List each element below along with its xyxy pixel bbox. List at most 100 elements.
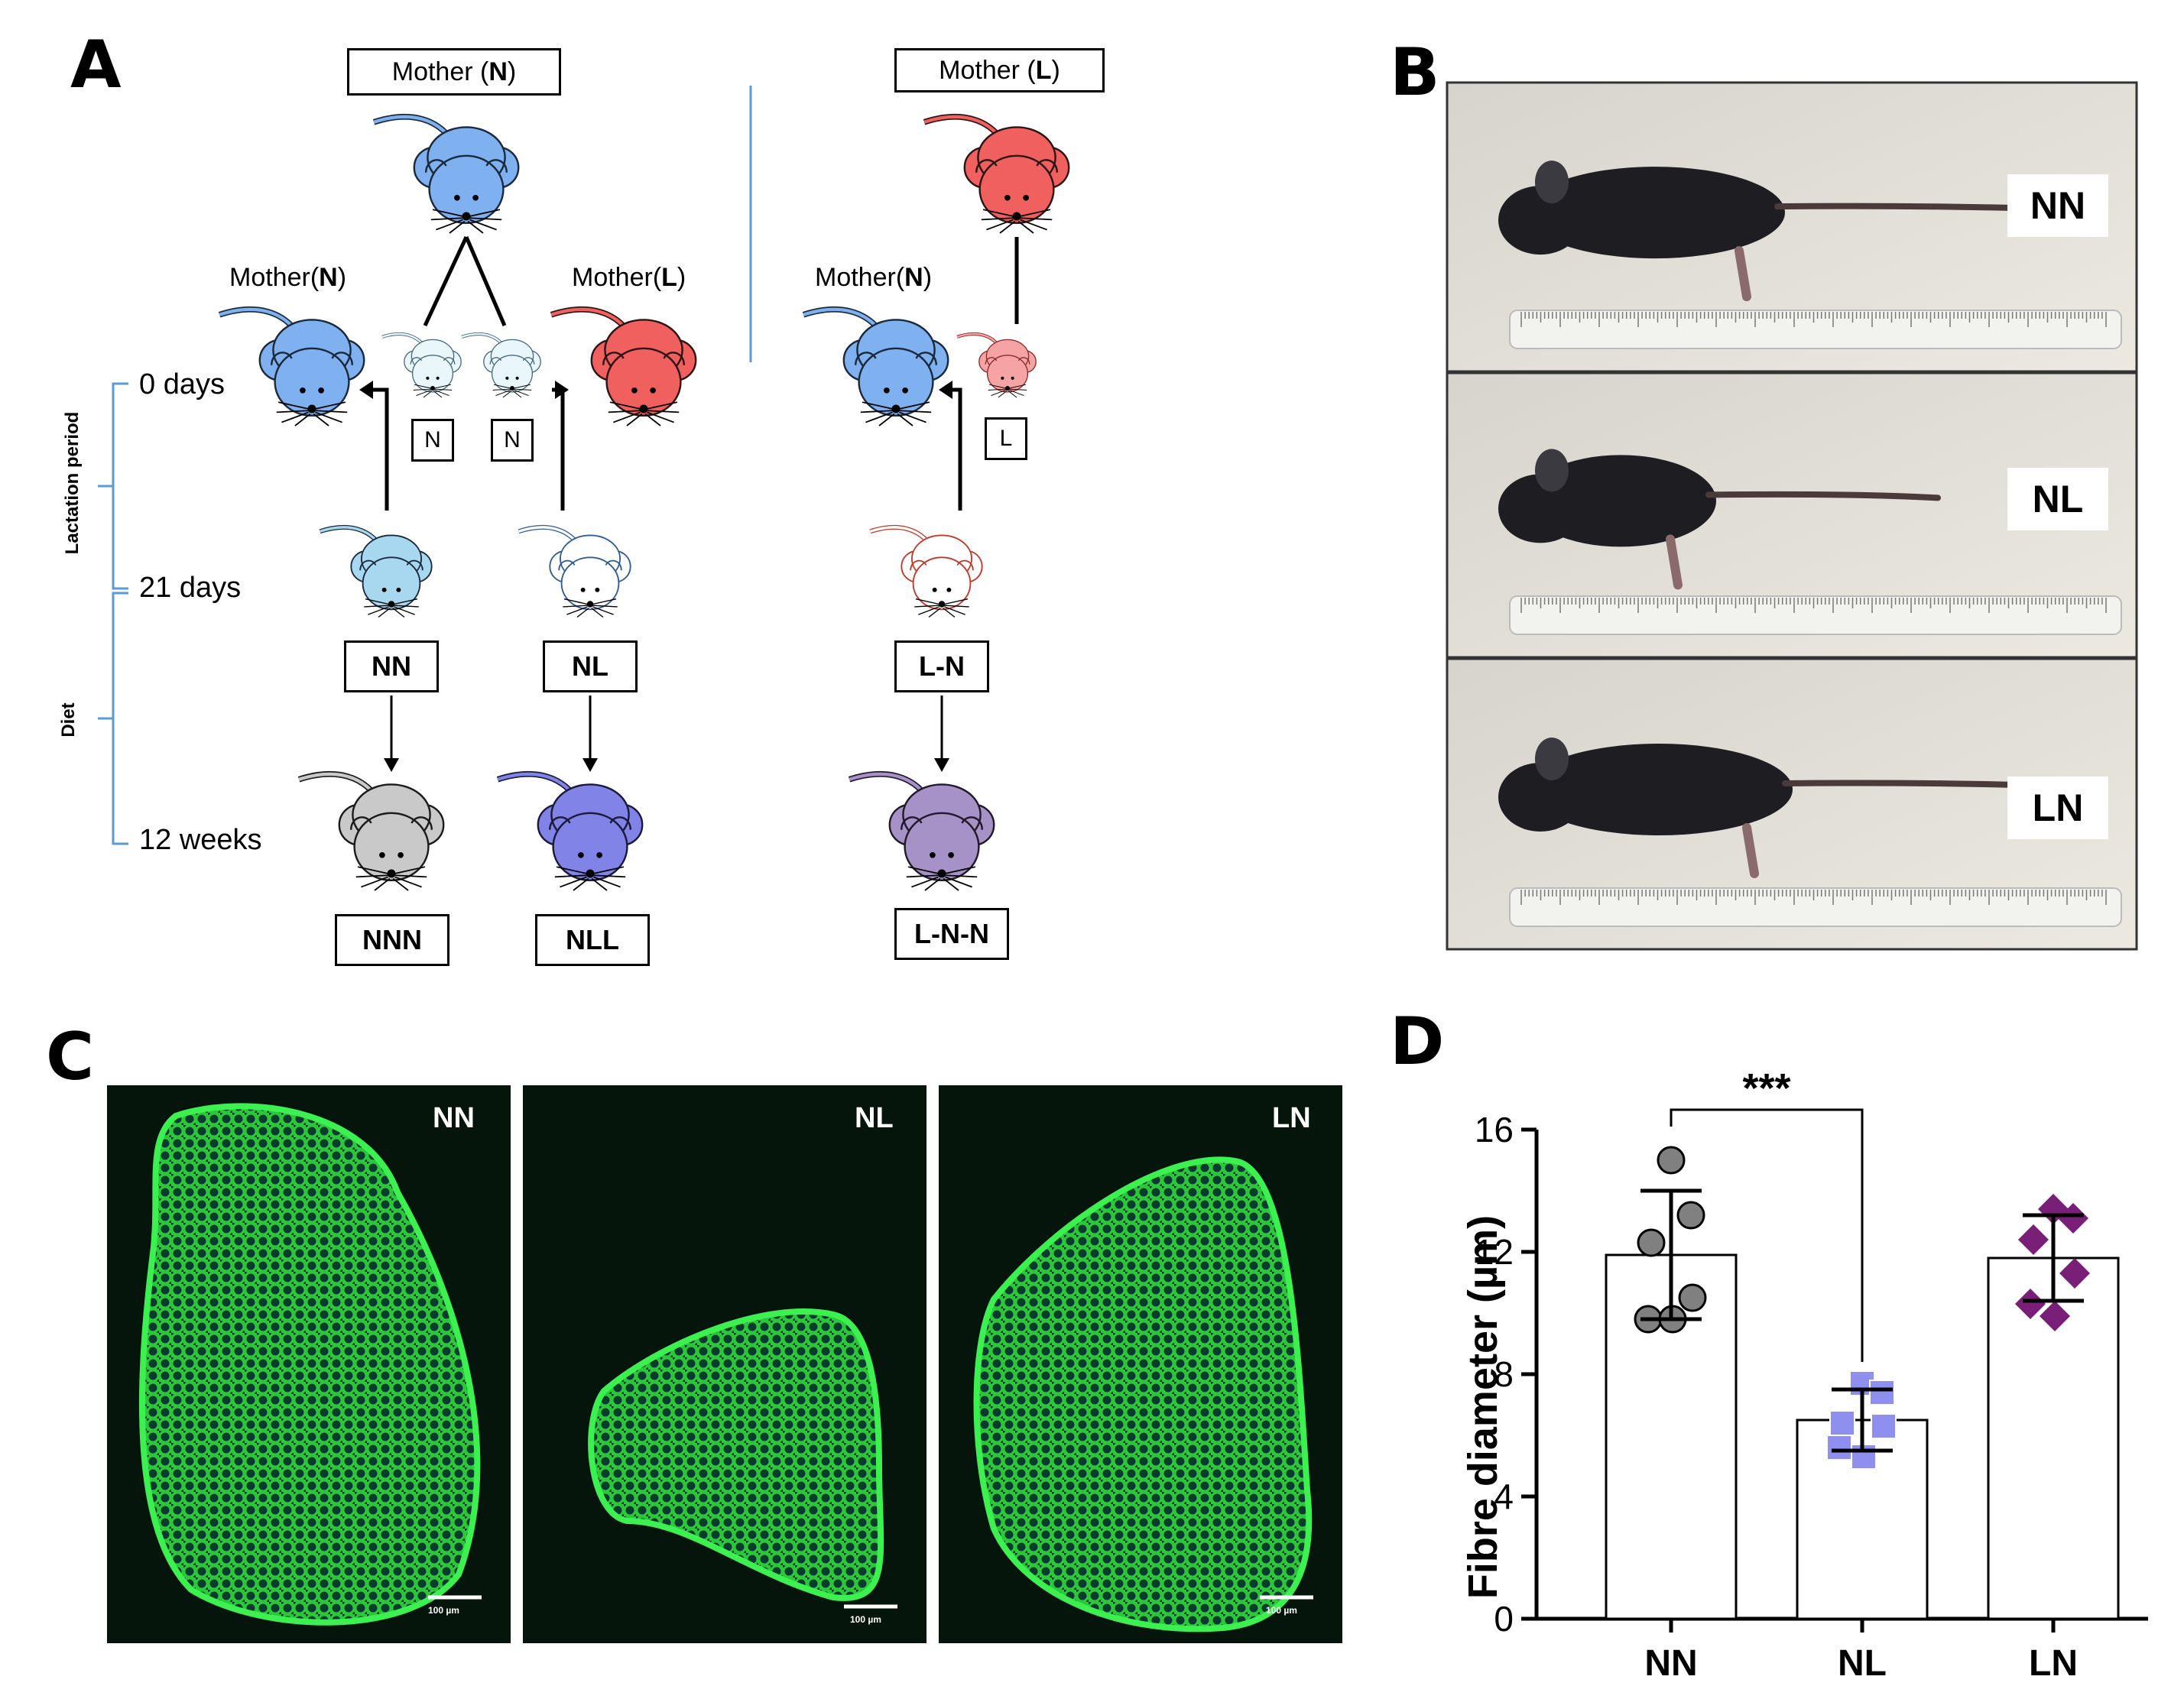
mouse-pup-n2-eye-left xyxy=(505,376,509,380)
mouse-mother-n-top-eye-left xyxy=(454,194,460,201)
mouse-pup-n1-eye-left xyxy=(426,376,430,380)
mouse-nll-inner-ear-right xyxy=(609,816,632,830)
mouse-nll-nose xyxy=(586,869,595,878)
mouse-mother-l-top xyxy=(923,114,1070,234)
mouse-pup-l-whiskers-right xyxy=(1008,384,1027,398)
mouse-mother-n-right-nose xyxy=(891,404,901,413)
mother-n-right-prefix: Mother( xyxy=(815,263,905,292)
mouse-lnn-eye-right xyxy=(948,851,954,858)
mouse-nn-weaned-whiskers-left xyxy=(364,598,391,618)
data-point-nn xyxy=(1678,1283,1707,1312)
photo-label-nl: NL xyxy=(2007,468,2108,530)
mouse-mother-l-mid-inner-ear-left xyxy=(602,352,625,365)
panel-letter-b: B xyxy=(1390,34,1440,111)
mother-l-mid-suffix: ) xyxy=(677,263,686,292)
photo-mouse-tail-nl xyxy=(1705,491,1941,501)
mouse-pup-l-nose xyxy=(1005,386,1010,391)
timeline-12-weeks: 12 weeks xyxy=(139,824,262,856)
mother-n-right-label: Mother(N) xyxy=(815,263,932,293)
mouse-nl-weaned xyxy=(518,525,631,618)
mouse-pup-n1-whiskers-right xyxy=(433,384,453,398)
timeline-brackets xyxy=(98,382,128,845)
micro-label-nn: NN xyxy=(433,1102,475,1134)
mouse-mother-n-left-head xyxy=(274,347,350,417)
mouse-pup-n2-inner-ear-right xyxy=(522,357,535,365)
mouse-lnn-whiskers-left xyxy=(906,866,941,891)
mouse-ln-weaned-eye-left xyxy=(932,587,937,592)
micrograph-nn xyxy=(107,1085,511,1643)
mouse-nnn-eye-left xyxy=(379,851,385,858)
panel-letter-a: A xyxy=(70,27,122,103)
photo-mouse-head-ln xyxy=(1498,763,1582,832)
mouse-mother-n-left-inner-ear-right xyxy=(331,352,354,365)
mouse-ln-weaned-inner-ear-right xyxy=(956,559,974,571)
mouse-mother-n-right xyxy=(802,306,949,426)
mouse-nll xyxy=(496,771,644,891)
mouse-mother-n-top-inner-ear-left xyxy=(424,159,447,173)
mouse-mother-n-right-inner-ear-right xyxy=(915,352,938,365)
mouse-nl-weaned-whiskers-right xyxy=(591,598,618,618)
mouse-mother-n-right-eye-left xyxy=(884,387,890,394)
chart-ylabel: Fibre diameter (µm) xyxy=(1460,1214,1506,1600)
data-point-nl xyxy=(1869,1380,1895,1406)
mouse-mother-l-top-whiskers-left xyxy=(981,209,1016,234)
mother-n-top-label: Mother (N) xyxy=(347,48,561,96)
mouse-pup-l-eye-right xyxy=(1011,376,1014,380)
mouse-nn-weaned-nose xyxy=(388,601,395,608)
data-point-ln xyxy=(2015,1289,2046,1319)
muscle-section-nn xyxy=(138,1103,481,1626)
mouse-nl-weaned-nose xyxy=(586,601,594,608)
data-point-nl xyxy=(1829,1410,1855,1436)
mouse-nll-whiskers-left xyxy=(554,866,589,891)
mouse-mother-n-left-nose xyxy=(307,404,316,413)
y-tick-label: 8 xyxy=(1494,1354,1514,1394)
mouse-lnn-eye-left xyxy=(930,851,936,858)
mouse-pup-n1-inner-ear-left xyxy=(410,357,423,365)
mouse-ln-weaned-whiskers-right xyxy=(943,598,969,618)
mouse-nn-weaned-eye-right xyxy=(396,587,401,592)
y-tick-label: 0 xyxy=(1494,1599,1514,1639)
group-nn-label: NN xyxy=(344,640,439,692)
group-nll-label: NLL xyxy=(535,914,650,966)
mouse-mother-l-top-head xyxy=(978,154,1055,225)
mouse-ln-weaned-inner-ear-left xyxy=(910,559,927,571)
mouse-nnn-inner-ear-left xyxy=(349,816,372,830)
photo-mouse-body-nn xyxy=(1525,167,1785,259)
mother-n-left-letter: N xyxy=(319,263,338,292)
mouse-pup-n2-head xyxy=(491,355,534,393)
data-point-nl xyxy=(1826,1435,1852,1461)
mouse-pup-l-eye-left xyxy=(1001,376,1004,380)
scale-bar-text-nl: 100 µm xyxy=(850,1614,881,1625)
mouse-ln-weaned-eye-right xyxy=(946,587,952,592)
mouse-nn-weaned-head xyxy=(362,556,421,611)
group-lnn-label: L-N-N xyxy=(894,908,1009,960)
photo-mouse-leg-nl xyxy=(1666,534,1683,590)
photo-mouse-ear-ln xyxy=(1535,738,1569,780)
mouse-mother-n-left-eye-left xyxy=(300,387,306,394)
mouse-lnn-head xyxy=(904,812,980,882)
mouse-pup-n2 xyxy=(461,332,541,398)
down-arrowhead-nn xyxy=(384,758,399,772)
mouse-nl-weaned-eye-left xyxy=(580,587,586,592)
mouse-mother-l-mid-inner-ear-right xyxy=(663,352,686,365)
data-point-ln xyxy=(2059,1258,2090,1289)
mouse-nl-weaned-whiskers-left xyxy=(563,598,589,618)
mother-l-mid-letter: L xyxy=(661,263,677,292)
mouse-nnn-nose xyxy=(387,869,396,878)
x-tick-label: NN xyxy=(1644,1643,1697,1684)
mother-n-left-suffix: ) xyxy=(337,263,347,292)
ruler-ticks-ln xyxy=(1520,890,2107,905)
mother-l-mid-prefix: Mother( xyxy=(572,263,662,292)
data-point-nn xyxy=(1657,1146,1686,1175)
mother-l-top-suffix: ) xyxy=(1051,55,1060,85)
mouse-mother-l-mid-whiskers xyxy=(608,401,680,426)
mouse-mother-n-top-whiskers-right xyxy=(467,209,502,234)
mouse-pup-n1-eye-right xyxy=(436,376,440,380)
mouse-pup-l-whiskers-left xyxy=(988,384,1008,398)
mouse-mother-n-left-whiskers-left xyxy=(276,401,311,426)
mouse-mother-n-right-head xyxy=(858,347,934,417)
photo-mouse-head-nl xyxy=(1498,474,1582,543)
mouse-pup-n1-inner-ear-right xyxy=(443,357,456,365)
mouse-lnn-inner-ear-left xyxy=(900,816,923,830)
mother-n-right-suffix: ) xyxy=(923,263,933,292)
